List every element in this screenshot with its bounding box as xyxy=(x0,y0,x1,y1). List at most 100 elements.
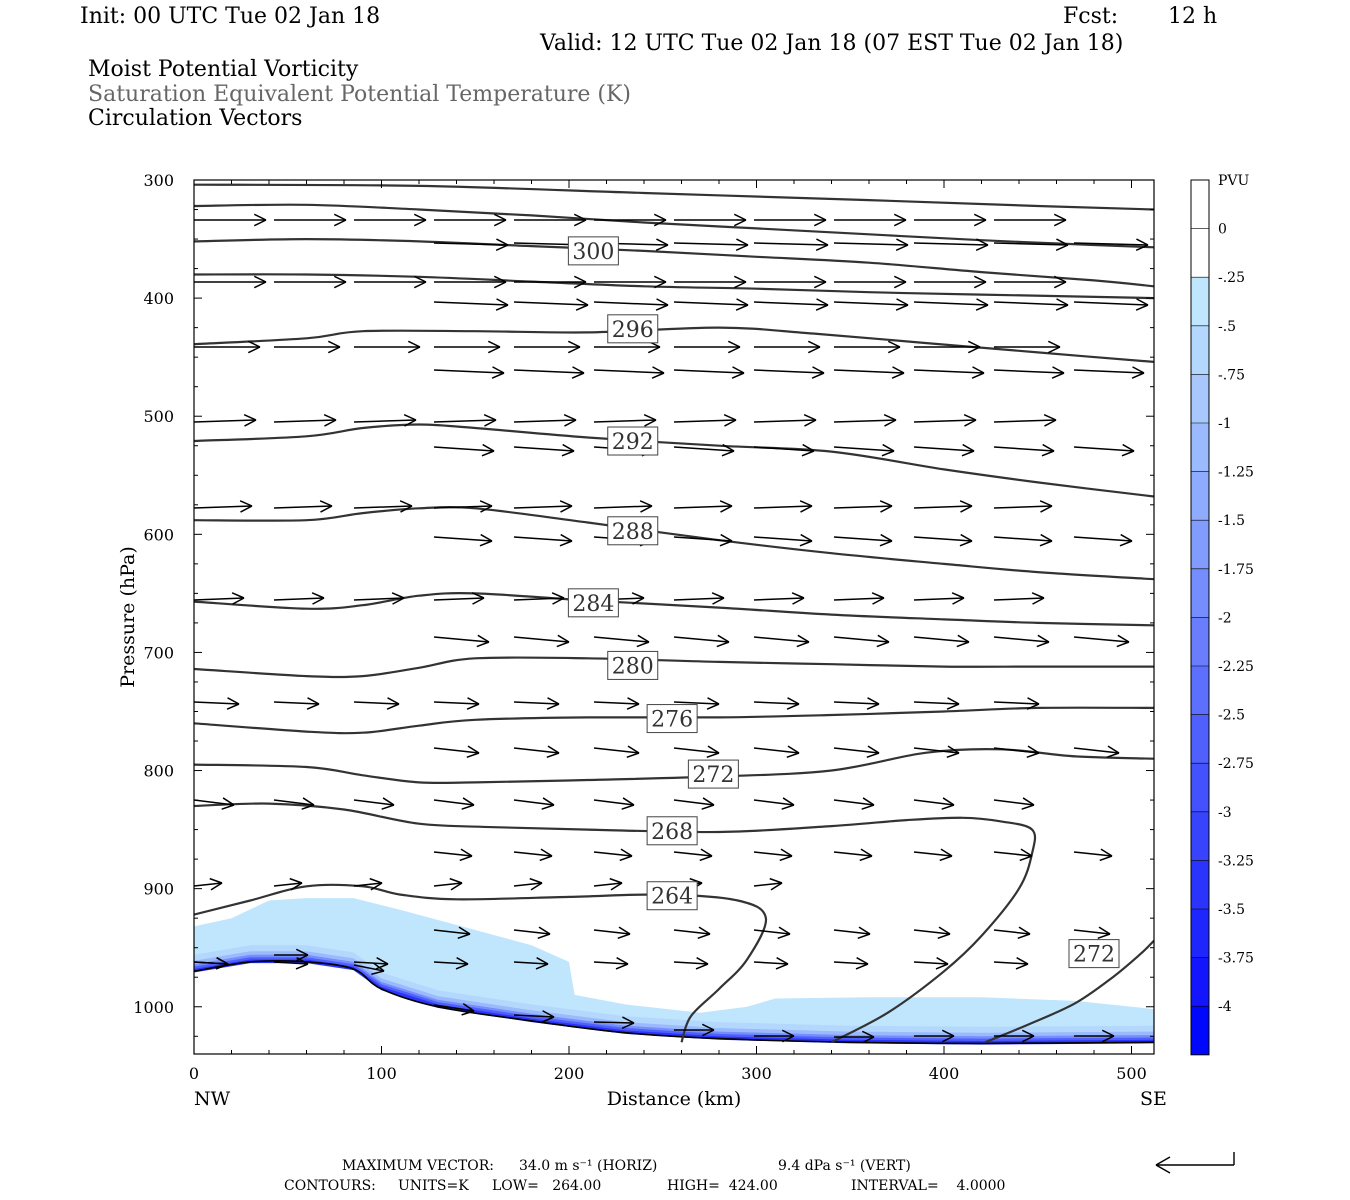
wind-vector xyxy=(1073,745,1120,759)
wind-vector xyxy=(433,414,497,427)
wind-vector xyxy=(833,533,893,547)
contour-label-280: 280 xyxy=(607,650,659,680)
wind-vector xyxy=(833,592,885,605)
wind-vector xyxy=(673,797,715,810)
colorbar-label: -1.5 xyxy=(1218,513,1245,529)
wind-vector xyxy=(273,797,315,810)
pv-colorbar: 0 -.25 -.5 -.75 -1 -1.25 -1.5 -1.75 -2 -2.25 -2.5 -… xyxy=(1190,179,1254,1056)
wind-vector xyxy=(753,500,813,513)
wind-vector xyxy=(593,366,665,379)
colorbar-swatch xyxy=(1191,325,1209,375)
wind-vector xyxy=(833,238,909,252)
wind-vector xyxy=(1073,366,1145,379)
wind-vector xyxy=(514,213,587,227)
colorbar-label: -1 xyxy=(1218,416,1232,432)
wind-vector xyxy=(274,213,347,227)
wind-vector xyxy=(593,298,669,311)
wind-vector xyxy=(194,797,235,810)
theta-e-contour-unlabeled xyxy=(194,203,1154,249)
wind-vector xyxy=(993,634,1050,648)
wind-vector xyxy=(513,797,555,810)
colorbar-label: -1.75 xyxy=(1218,562,1254,578)
wind-vector xyxy=(753,592,805,605)
wind-vector xyxy=(1073,848,1113,862)
wind-vector xyxy=(993,592,1045,605)
wind-vector xyxy=(913,697,960,710)
colorbar-label: 0 xyxy=(1218,222,1227,238)
wind-vector xyxy=(754,275,827,289)
wind-vector xyxy=(353,797,395,810)
wind-vector xyxy=(993,500,1053,513)
contour-label-284: 284 xyxy=(567,588,619,618)
contour-label-264: 264 xyxy=(646,881,698,911)
wind-vector xyxy=(273,414,337,427)
wind-vector xyxy=(993,926,1031,940)
wind-vector xyxy=(433,797,475,810)
wind-vector xyxy=(834,340,901,354)
wind-vector xyxy=(433,877,463,891)
wind-vector xyxy=(433,926,471,940)
wind-vector xyxy=(354,275,427,289)
wind-vector xyxy=(353,414,417,427)
wind-vector xyxy=(913,957,949,970)
wind-vector xyxy=(673,533,733,547)
theta-e-contour-276 xyxy=(194,706,1154,735)
wind-vector xyxy=(593,926,631,940)
svg-text:272: 272 xyxy=(692,763,734,788)
colorbar-label: -2.75 xyxy=(1218,756,1254,772)
wind-vector xyxy=(1073,238,1149,252)
wind-vector xyxy=(913,848,953,862)
svg-text:288: 288 xyxy=(612,520,654,545)
y-tick-label: 700 xyxy=(143,643,174,662)
wind-vector xyxy=(273,957,309,970)
colorbar-label: -2.25 xyxy=(1218,659,1254,675)
wind-vector xyxy=(913,366,985,379)
wind-vector xyxy=(673,957,709,970)
contours-interval: INTERVAL= 4.0000 xyxy=(851,1178,1006,1194)
wind-vector xyxy=(513,634,570,648)
svg-text:272: 272 xyxy=(1073,943,1115,968)
theta-e-contour-292 xyxy=(194,423,1154,498)
x-tick-label: 300 xyxy=(741,1064,772,1083)
wind-vector xyxy=(993,533,1053,547)
wind-vector xyxy=(433,957,469,970)
wind-vector xyxy=(273,592,325,605)
x-tick-label: 500 xyxy=(1116,1064,1147,1083)
wind-vector xyxy=(914,340,981,354)
wind-vector xyxy=(913,926,951,940)
wind-vector xyxy=(673,443,735,457)
colorbar-label: -3.75 xyxy=(1218,951,1254,967)
colorbar-swatch xyxy=(1191,860,1209,909)
wind-vector xyxy=(194,213,267,227)
wind-vector xyxy=(434,213,507,227)
wind-vector xyxy=(833,848,873,862)
contours-low: LOW= 264.00 xyxy=(492,1178,602,1194)
colorbar-label: -3.5 xyxy=(1218,902,1245,918)
wind-vector xyxy=(833,697,880,710)
wind-vector xyxy=(833,443,895,457)
x-tick-label: 0 xyxy=(189,1064,199,1083)
wind-vector xyxy=(753,745,800,759)
terrain-line xyxy=(194,960,1154,1045)
colorbar-swatch xyxy=(1191,957,1209,1007)
wind-vector xyxy=(433,533,493,547)
wind-vector xyxy=(674,213,747,227)
x-axis-left-end-label: NW xyxy=(194,1088,231,1110)
wind-vector xyxy=(673,238,749,252)
wind-vector xyxy=(914,1029,955,1043)
wind-vector xyxy=(673,634,730,648)
valid-time: Valid: 12 UTC Tue 02 Jan 18 (07 EST Tue … xyxy=(540,31,1124,56)
wind-vector xyxy=(513,366,585,379)
wind-vector xyxy=(673,926,711,940)
contour-label-268: 268 xyxy=(646,816,698,846)
wind-vector xyxy=(833,298,909,311)
wind-vector xyxy=(674,275,747,289)
wind-vector xyxy=(593,877,623,891)
contours-units: UNITS=K xyxy=(398,1178,469,1194)
wind-vector xyxy=(913,634,970,648)
theta-e-contour-unlabeled xyxy=(194,183,1154,211)
colorbar-swatch xyxy=(1191,714,1209,764)
wind-vector xyxy=(354,340,421,354)
wind-vector xyxy=(913,414,977,427)
wind-vector xyxy=(913,298,989,311)
